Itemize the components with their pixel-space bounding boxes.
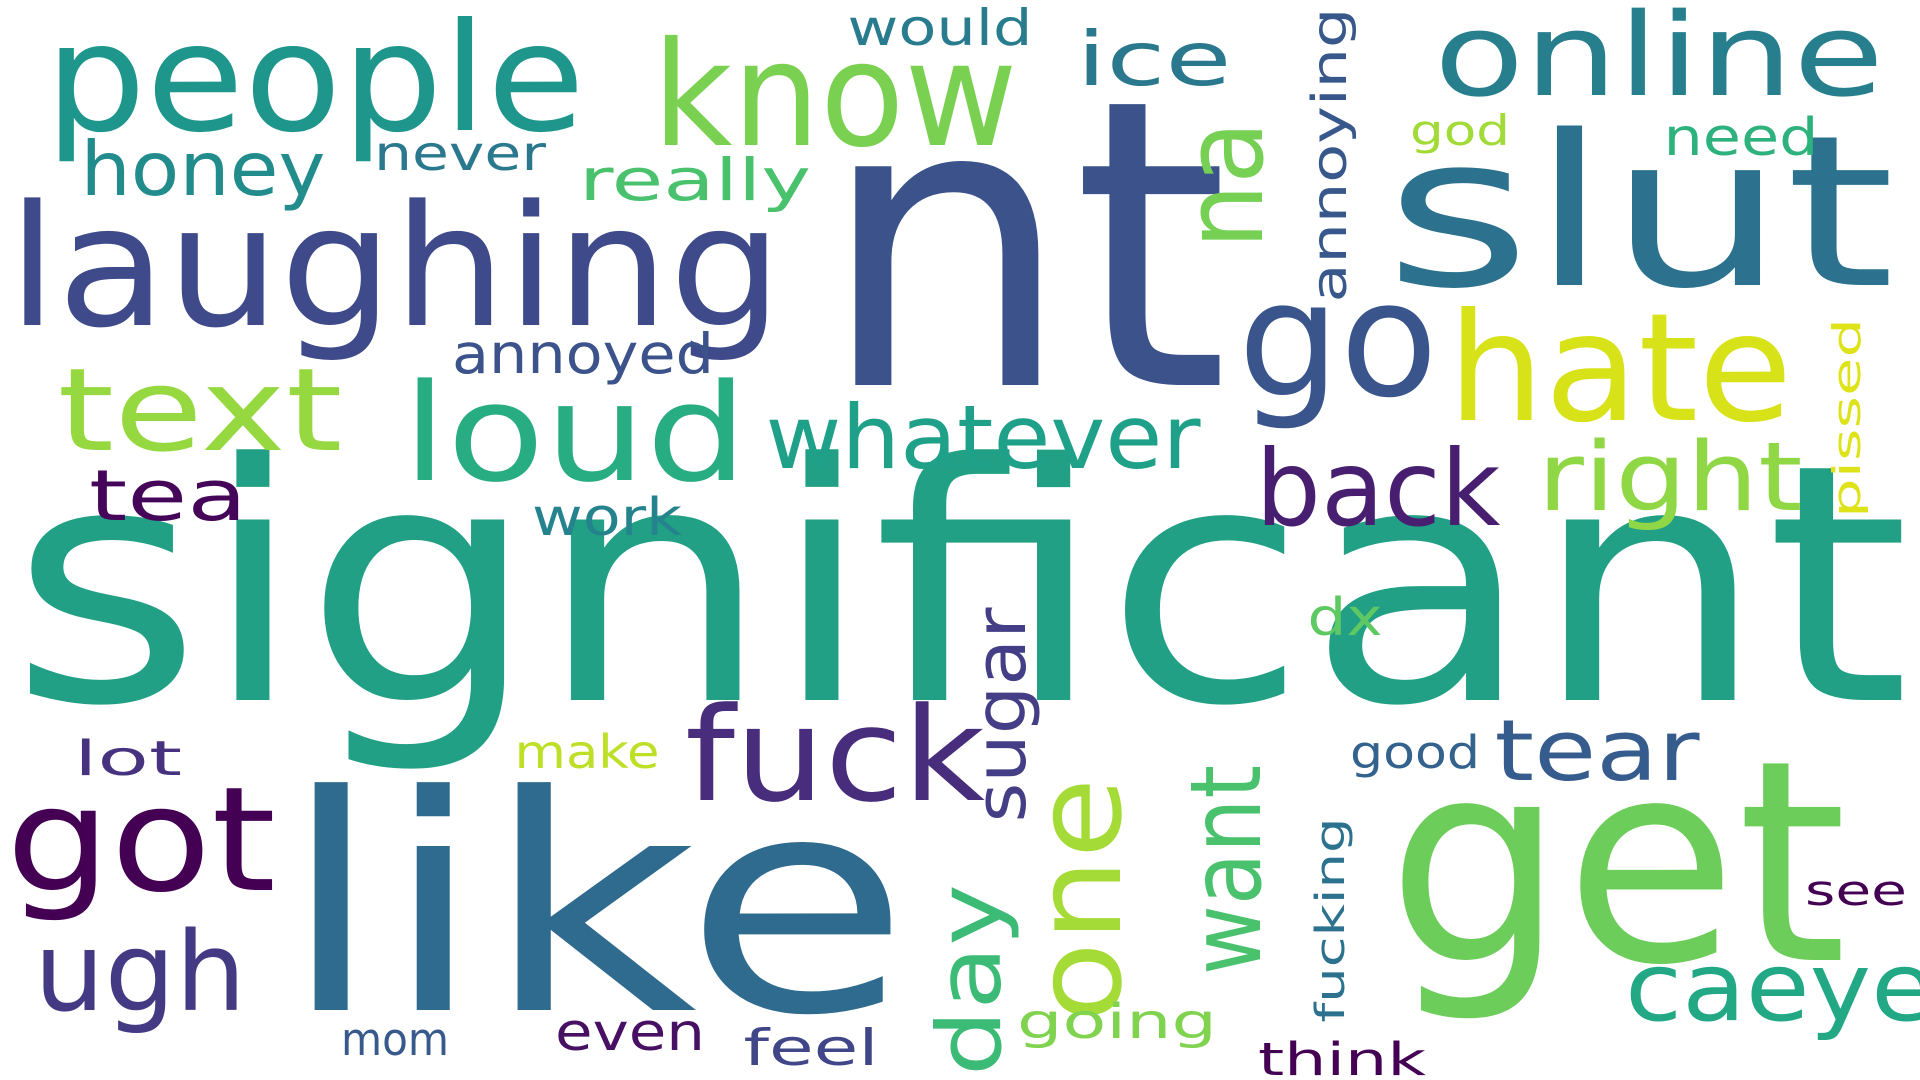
word-annoyed: annoyed xyxy=(452,322,714,386)
word-got: got xyxy=(6,756,276,925)
word-annoying: annoying xyxy=(1302,8,1358,303)
word-sugar: sugar xyxy=(960,607,1042,822)
word-significant: significant xyxy=(10,394,1910,778)
word-tea: tea xyxy=(89,455,247,537)
word-like: like xyxy=(280,732,910,1080)
word-pissed: pissed xyxy=(1825,318,1869,518)
word-tear: tear xyxy=(1495,702,1700,801)
word-see: see xyxy=(1805,866,1907,915)
word-na: na xyxy=(1160,121,1288,249)
word-online: online xyxy=(1434,0,1884,123)
word-god: god xyxy=(1410,106,1510,155)
word-one: one xyxy=(1010,778,1149,1023)
word-going: going xyxy=(1017,994,1217,1050)
word-text: text xyxy=(58,344,343,478)
word-go: go xyxy=(1238,246,1438,433)
word-feel: feel xyxy=(744,1019,879,1077)
word-back: back xyxy=(1256,428,1501,550)
word-nt: nt xyxy=(819,15,1229,480)
word-ugh: ugh xyxy=(34,908,246,1036)
word-day: day xyxy=(918,884,1021,1076)
word-know: know xyxy=(653,11,1018,180)
word-whatever: whatever xyxy=(766,386,1202,489)
word-honey: honey xyxy=(81,125,326,213)
word-work: work xyxy=(532,488,682,548)
word-fucking: fucking xyxy=(1308,818,1354,1023)
word-make: make xyxy=(515,725,660,779)
word-mom: mom xyxy=(341,1013,449,1066)
word-even: even xyxy=(555,1003,705,1063)
word-loud: loud xyxy=(403,355,748,512)
word-laughing: laughing xyxy=(8,169,783,365)
word-dx: dx xyxy=(1308,588,1383,648)
word-slut: slut xyxy=(1385,90,1895,335)
word-never: never xyxy=(374,126,546,182)
word-good: good xyxy=(1350,726,1480,779)
word-get: get xyxy=(1387,701,1847,1027)
word-lot: lot xyxy=(74,731,182,787)
word-really: really xyxy=(579,146,811,214)
word-fuck: fuck xyxy=(685,679,985,831)
word-would: would xyxy=(848,0,1033,57)
word-think: think xyxy=(1258,1033,1426,1080)
word-right: right xyxy=(1538,423,1803,533)
word-caeye: caeye xyxy=(1625,933,1920,1043)
word-people: people xyxy=(45,0,585,166)
word-ice: ice xyxy=(1077,15,1232,103)
word-hate: hate xyxy=(1448,282,1793,456)
word-want: want xyxy=(1170,765,1284,975)
word-need: need xyxy=(1664,108,1819,168)
